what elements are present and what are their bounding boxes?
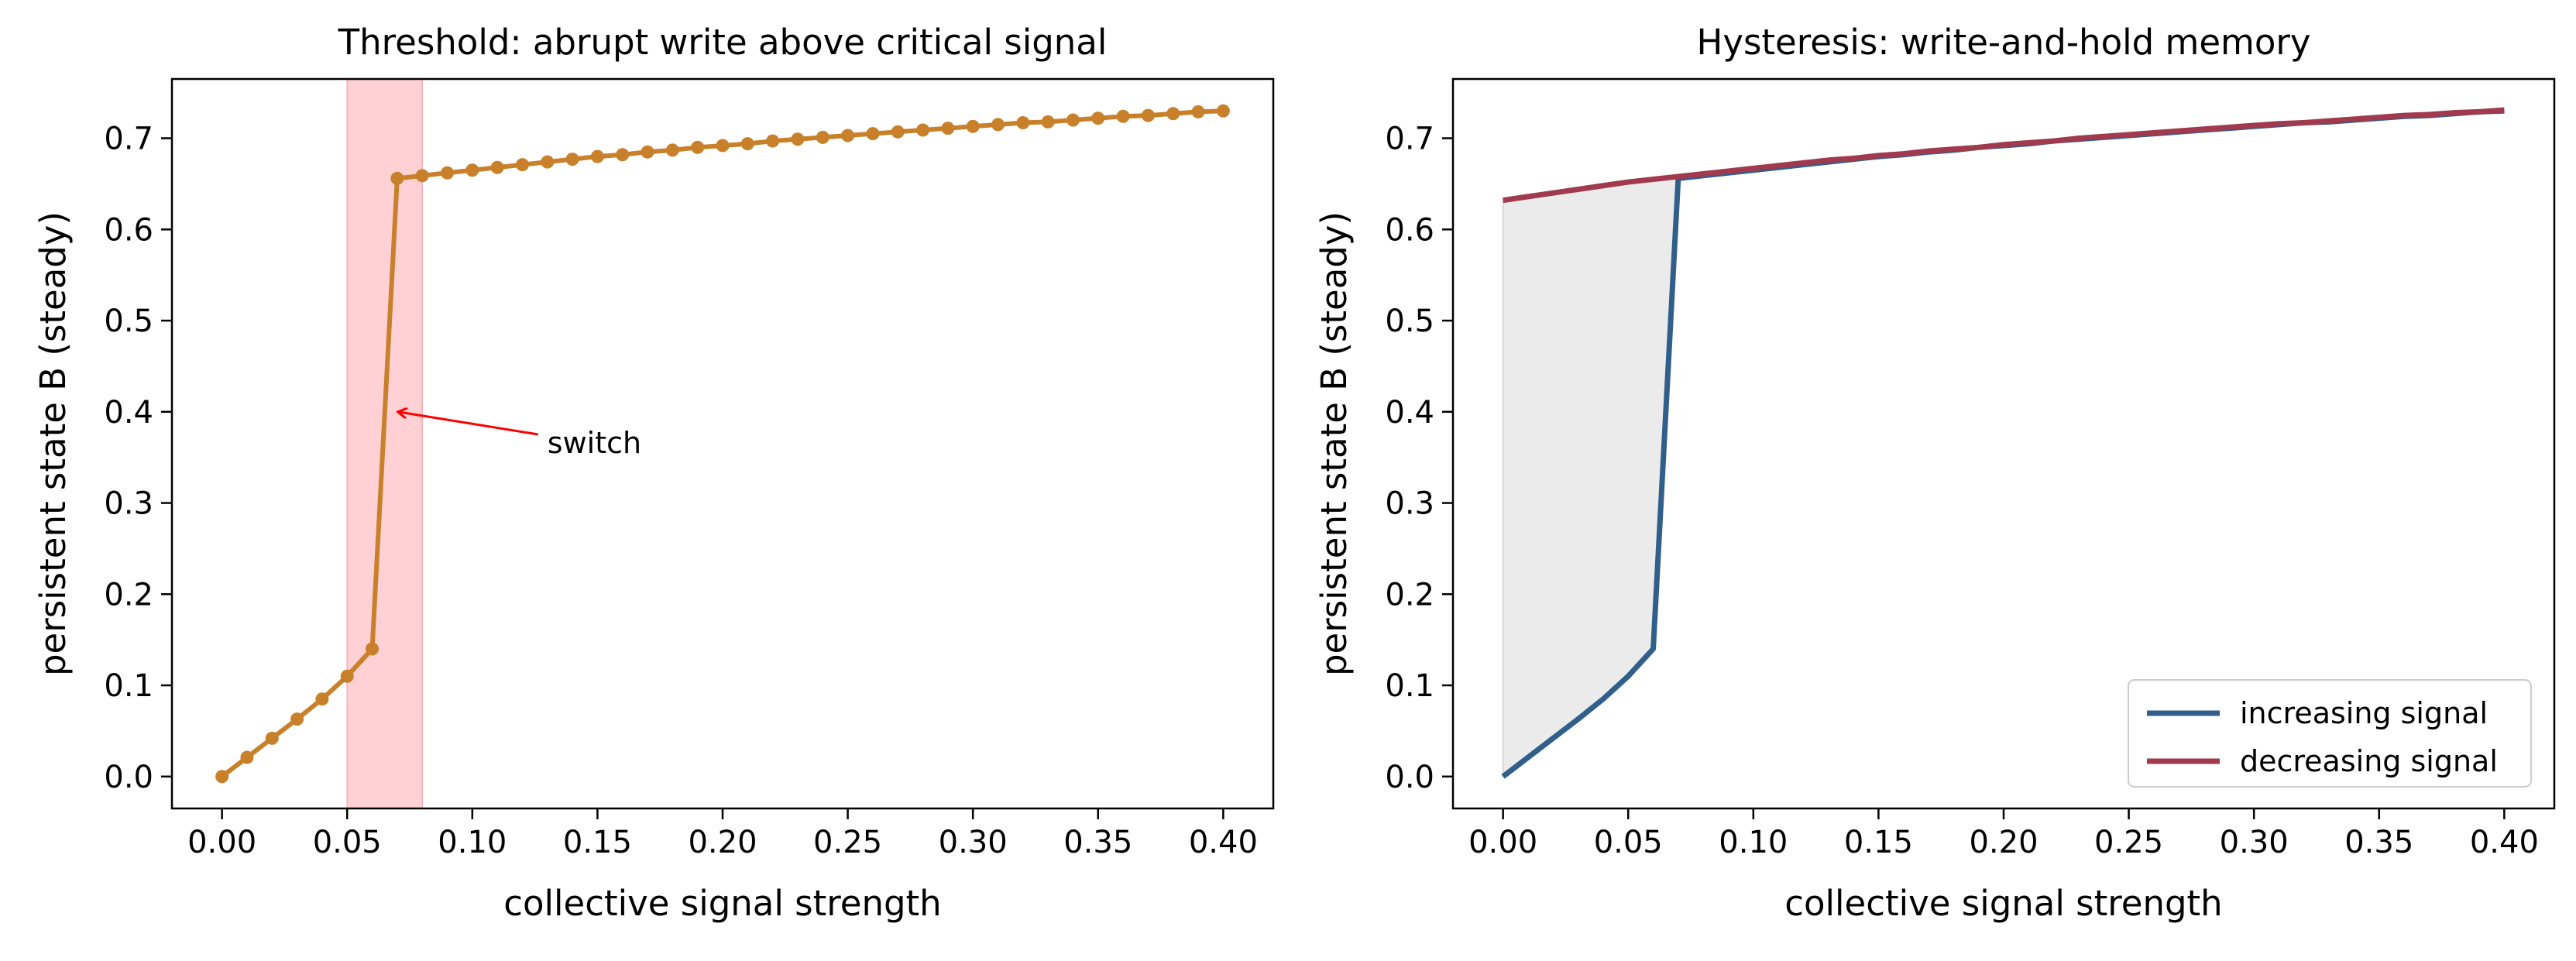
data-point [716,139,730,153]
data-point [691,140,705,154]
y-ticks: 0.0 0.1 0.2 0.3 0.4 0.5 0.6 0.7 [104,122,172,795]
y-tick-label: 0.0 [1385,760,1434,795]
x-axis-label: collective signal strength [503,883,941,924]
x-tick-label: 0.30 [2220,825,2289,860]
data-point [740,137,754,151]
y-tick-label: 0.1 [104,668,153,704]
data-point [966,119,980,133]
data-point [766,134,780,148]
y-tick-label: 0.0 [104,760,153,795]
x-tick-label: 0.15 [563,825,632,860]
y-tick-label: 0.3 [104,486,153,522]
data-point [315,692,329,706]
data-point [490,160,504,174]
x-tick-label: 0.15 [1844,825,1913,860]
data-point [590,149,604,163]
data-point [1016,116,1030,130]
hysteresis-area [1502,176,1679,778]
data-point [565,153,579,166]
data-point [441,166,454,180]
plot-area [1501,107,2505,779]
x-tick-label: 0.05 [313,825,382,860]
data-point [541,155,555,169]
data-point [891,125,905,139]
y-tick-label: 0.6 [104,212,153,248]
data-point [415,169,429,183]
y-tick-label: 0.7 [1385,122,1434,157]
y-tick-label: 0.2 [1385,577,1434,613]
y-tick-label: 0.5 [104,304,153,339]
data-point [941,122,955,136]
y-ticks: 0.0 0.1 0.2 0.3 0.4 0.5 0.6 0.7 [1385,122,1453,795]
data-point [1141,108,1155,122]
x-ticks: 0.00 0.05 0.10 0.15 0.20 0.25 0.30 0.35 0.40 [1468,808,2539,860]
data-point [1091,112,1105,125]
data-point [616,148,630,162]
data-point [916,123,930,137]
axes-frame [170,77,1275,810]
x-tick-label: 0.40 [1189,825,1258,860]
data-point [1191,105,1205,118]
x-tick-label: 0.35 [2344,825,2413,860]
chart-hysteresis: Hysteresis: write-and-hold memory 0.00 0.… [1314,22,2556,924]
data-point [240,750,254,764]
legend-label-increasing: increasing signal [2240,696,2488,730]
y-tick-label: 0.3 [1385,486,1434,522]
data-point [816,130,829,144]
y-tick-label: 0.2 [104,577,153,613]
data-point [390,171,404,185]
x-tick-label: 0.20 [1969,825,2038,860]
x-tick-label: 0.00 [187,825,256,860]
y-tick-label: 0.7 [104,122,153,157]
y-tick-label: 0.6 [1385,212,1434,248]
plot-area: switch [215,78,1230,809]
data-point [665,143,679,157]
y-tick-label: 0.5 [1385,304,1434,339]
data-point [866,127,880,141]
x-axis-label: collective signal strength [1784,883,2222,924]
y-axis-label: persistent state B (steady) [1314,211,1355,676]
x-tick-label: 0.25 [813,825,882,860]
data-point [1041,115,1055,129]
legend-frame [2128,679,2532,788]
x-ticks: 0.00 0.05 0.10 0.15 0.20 0.25 0.30 0.35 0.40 [187,808,1258,860]
legend-label-decreasing: decreasing signal [2240,744,2498,778]
data-point [641,145,654,159]
legend: increasing signal decreasing signal [2128,679,2532,788]
x-tick-label: 0.00 [1468,825,1537,860]
chart-title: Threshold: abrupt write above critical s… [338,22,1108,63]
switch-annotation: switch [548,426,641,460]
data-point [215,770,229,784]
y-axis-label: persistent state B (steady) [33,211,74,676]
x-tick-label: 0.10 [438,825,507,860]
data-point [366,642,380,656]
data-point [1166,107,1180,121]
x-tick-label: 0.35 [1063,825,1132,860]
y-tick-label: 0.1 [1385,668,1434,704]
chart-title: Hysteresis: write-and-hold memory [1696,22,2310,63]
data-point [1116,109,1130,123]
y-tick-label: 0.4 [104,395,153,431]
chart-threshold: Threshold: abrupt write above critical s… [33,22,1275,924]
x-tick-label: 0.05 [1594,825,1663,860]
data-point [515,158,529,172]
x-tick-label: 0.30 [939,825,1008,860]
x-tick-label: 0.10 [1719,825,1788,860]
data-point [340,669,354,683]
data-point [1216,104,1230,118]
x-tick-label: 0.40 [2470,825,2539,860]
switch-arrow [398,412,539,436]
data-point [841,129,855,142]
y-tick-label: 0.4 [1385,395,1434,431]
data-point [290,712,304,726]
series-line-decreasing [1503,107,2505,204]
data-point [265,731,279,745]
data-point [991,118,1005,132]
data-point [791,132,805,146]
data-point [1066,113,1080,127]
data-point [465,163,479,177]
x-tick-label: 0.25 [2094,825,2163,860]
x-tick-label: 0.20 [688,825,757,860]
